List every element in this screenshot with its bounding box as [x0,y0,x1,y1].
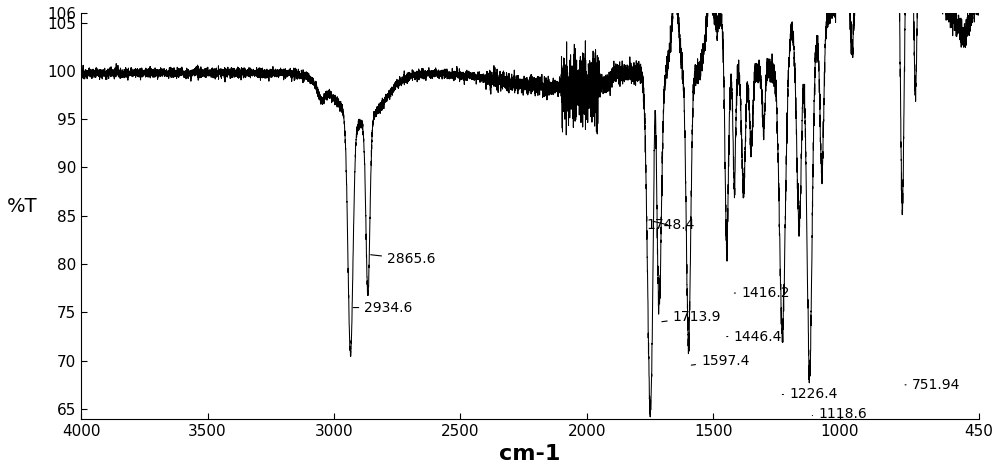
Text: 751.94: 751.94 [905,378,960,392]
Text: 1597.4: 1597.4 [691,354,749,368]
Text: 2865.6: 2865.6 [371,252,436,266]
X-axis label: cm-1: cm-1 [499,444,561,464]
Text: 1748.4: 1748.4 [646,219,695,233]
Y-axis label: %T: %T [7,197,38,216]
Text: 2934.6: 2934.6 [353,300,413,315]
Text: 1416.2: 1416.2 [734,286,789,300]
Text: 1226.4: 1226.4 [782,388,837,401]
Text: 1446.4: 1446.4 [727,330,782,343]
Text: 1118.6: 1118.6 [812,407,867,421]
Text: 1713.9: 1713.9 [662,310,721,324]
